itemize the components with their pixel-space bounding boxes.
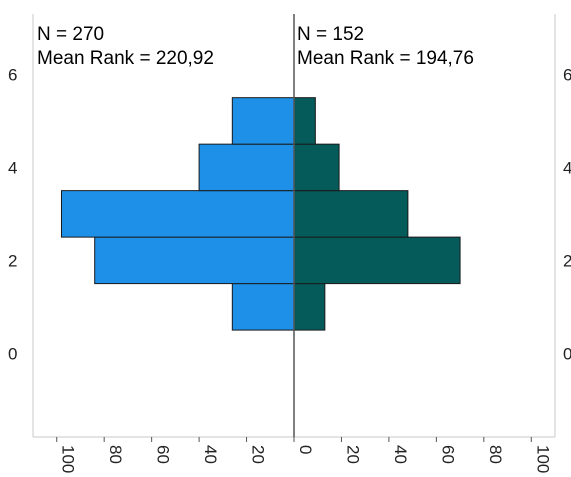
y-tick-label-left-6: 6: [8, 65, 17, 84]
right-bar-3: [293, 143, 340, 192]
x-tick-label-7: 40: [391, 445, 410, 464]
bars-group: [60, 97, 461, 331]
right-n-label: N = 152: [297, 24, 364, 45]
y-tick-label-right-0: 0: [563, 344, 571, 363]
right-bar-4: [293, 97, 316, 145]
x-tick-label-0: 100: [59, 445, 78, 473]
right-bar-1: [293, 236, 461, 285]
y-tick-label-left-2: 2: [8, 251, 17, 270]
x-tick-label-9: 80: [486, 445, 505, 464]
y-tick-label-right-4: 4: [563, 158, 571, 177]
y-tick-label-right-6: 6: [563, 65, 571, 84]
left-bar-0: [231, 283, 295, 331]
y-tick-label-right-2: 2: [563, 251, 571, 270]
x-tick-label-2: 60: [154, 445, 173, 464]
left-n-label: N = 270: [37, 24, 104, 45]
axes-group: 0 0 2 2 4 4 6 6 100 80 60 40 20 0 20 40 60 80 100: [8, 14, 571, 473]
x-tick-label-1: 80: [106, 445, 125, 464]
right-bar-0: [293, 283, 326, 331]
y-tick-label-left-0: 0: [8, 344, 17, 363]
x-tick-label-5: 0: [296, 445, 315, 454]
x-tick-label-10: 100: [533, 445, 552, 473]
left-mean-rank-label: Mean Rank = 220,92: [37, 48, 214, 69]
left-bar-4: [231, 97, 295, 145]
x-tick-label-3: 40: [201, 445, 220, 464]
left-bar-3: [198, 143, 295, 192]
y-tick-label-left-4: 4: [8, 158, 17, 177]
x-tick-label-8: 60: [438, 445, 457, 464]
x-tick-label-4: 20: [249, 445, 268, 464]
x-tick-label-6: 20: [343, 445, 362, 464]
left-bar-1: [94, 236, 295, 285]
left-bar-2: [60, 190, 295, 238]
right-mean-rank-label: Mean Rank = 194,76: [297, 48, 474, 69]
right-bar-2: [293, 190, 409, 238]
